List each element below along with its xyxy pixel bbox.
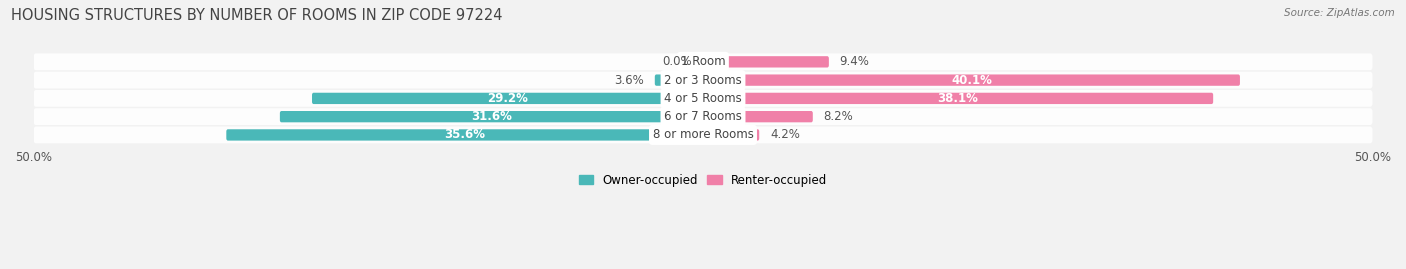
FancyBboxPatch shape — [34, 108, 1372, 125]
Text: 8.2%: 8.2% — [824, 110, 853, 123]
Text: 29.2%: 29.2% — [486, 92, 527, 105]
FancyBboxPatch shape — [312, 93, 703, 104]
Text: 9.4%: 9.4% — [839, 55, 869, 68]
Text: 8 or more Rooms: 8 or more Rooms — [652, 128, 754, 141]
FancyBboxPatch shape — [703, 129, 759, 141]
Text: 3.6%: 3.6% — [614, 74, 644, 87]
Text: 40.1%: 40.1% — [950, 74, 991, 87]
Text: 4 or 5 Rooms: 4 or 5 Rooms — [664, 92, 742, 105]
FancyBboxPatch shape — [34, 126, 1372, 143]
Text: 0.0%: 0.0% — [662, 55, 692, 68]
FancyBboxPatch shape — [280, 111, 703, 122]
FancyBboxPatch shape — [34, 90, 1372, 107]
Text: 31.6%: 31.6% — [471, 110, 512, 123]
FancyBboxPatch shape — [34, 54, 1372, 70]
Text: 35.6%: 35.6% — [444, 128, 485, 141]
FancyBboxPatch shape — [703, 56, 830, 68]
FancyBboxPatch shape — [703, 75, 1240, 86]
FancyBboxPatch shape — [34, 72, 1372, 89]
Legend: Owner-occupied, Renter-occupied: Owner-occupied, Renter-occupied — [574, 169, 832, 191]
Text: 2 or 3 Rooms: 2 or 3 Rooms — [664, 74, 742, 87]
FancyBboxPatch shape — [226, 129, 703, 141]
Text: 38.1%: 38.1% — [938, 92, 979, 105]
FancyBboxPatch shape — [703, 111, 813, 122]
FancyBboxPatch shape — [655, 75, 703, 86]
Text: 1 Room: 1 Room — [681, 55, 725, 68]
Text: 4.2%: 4.2% — [770, 128, 800, 141]
FancyBboxPatch shape — [703, 93, 1213, 104]
Text: HOUSING STRUCTURES BY NUMBER OF ROOMS IN ZIP CODE 97224: HOUSING STRUCTURES BY NUMBER OF ROOMS IN… — [11, 8, 503, 23]
Text: Source: ZipAtlas.com: Source: ZipAtlas.com — [1284, 8, 1395, 18]
Text: 6 or 7 Rooms: 6 or 7 Rooms — [664, 110, 742, 123]
